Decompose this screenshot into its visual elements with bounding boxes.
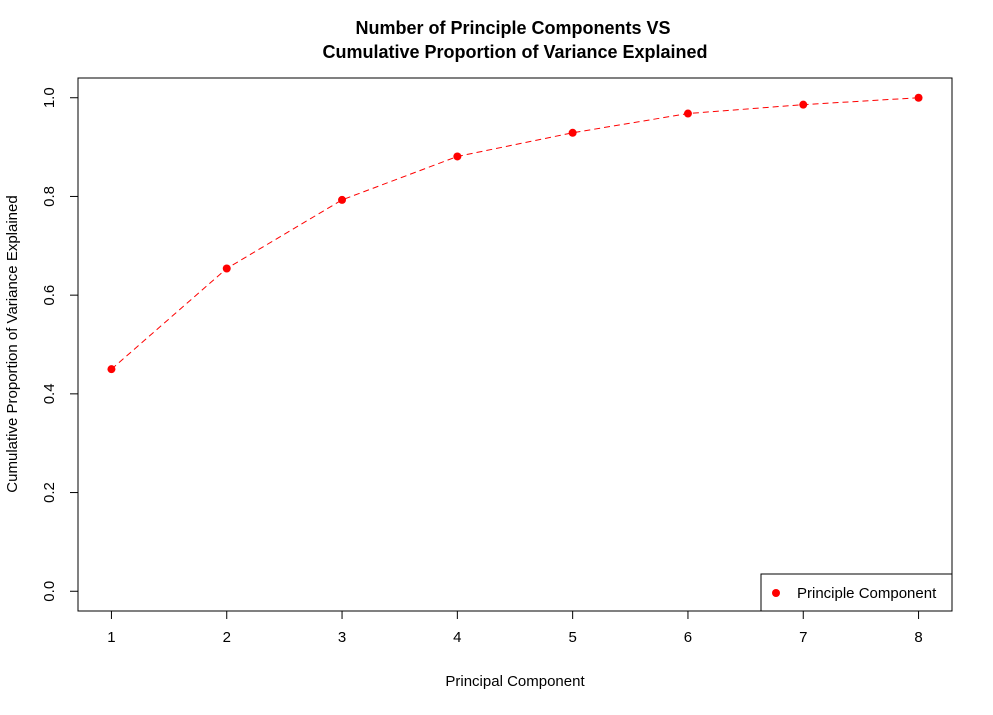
data-point <box>914 93 923 102</box>
series-points-group <box>107 93 923 374</box>
data-point <box>338 195 347 204</box>
series-line <box>111 97 919 370</box>
x-tick-label: 3 <box>338 629 346 646</box>
x-axis-label: Principal Component <box>445 673 585 690</box>
y-axis-label: Cumulative Proportion of Variance Explai… <box>4 195 21 492</box>
data-point <box>799 100 808 109</box>
y-axis: 0.0 0.2 0.4 0.6 0.8 1.0 <box>41 87 79 602</box>
legend-label: Principle Component <box>797 585 937 602</box>
data-point <box>683 109 692 118</box>
data-point <box>453 152 462 161</box>
y-tick-label: 0.6 <box>41 285 58 306</box>
y-tick-label: 0.2 <box>41 482 58 503</box>
chart-title-line-2: Cumulative Proportion of Variance Explai… <box>322 42 707 62</box>
legend: Principle Component <box>760 573 953 612</box>
x-tick-label: 5 <box>568 629 576 646</box>
x-tick-label: 2 <box>223 629 231 646</box>
legend-box <box>760 573 953 612</box>
plot-frame <box>77 77 953 612</box>
series-line-group <box>111 97 919 370</box>
chart-title-line-1: Number of Principle Components VS <box>355 18 670 38</box>
x-axis: 1 2 3 4 5 6 7 8 <box>107 610 923 646</box>
data-point <box>222 264 231 273</box>
legend-marker <box>772 589 780 597</box>
x-tick-label: 6 <box>684 629 692 646</box>
y-tick-label: 0.0 <box>41 581 58 602</box>
x-tick-label: 1 <box>107 629 115 646</box>
x-tick-label: 8 <box>914 629 922 646</box>
data-point <box>568 128 577 137</box>
y-tick-label: 1.0 <box>41 87 58 108</box>
y-tick-label: 0.8 <box>41 186 58 207</box>
y-tick-label: 0.4 <box>41 383 58 404</box>
x-tick-label: 4 <box>453 629 461 646</box>
x-tick-label: 7 <box>799 629 807 646</box>
data-point <box>107 365 116 374</box>
